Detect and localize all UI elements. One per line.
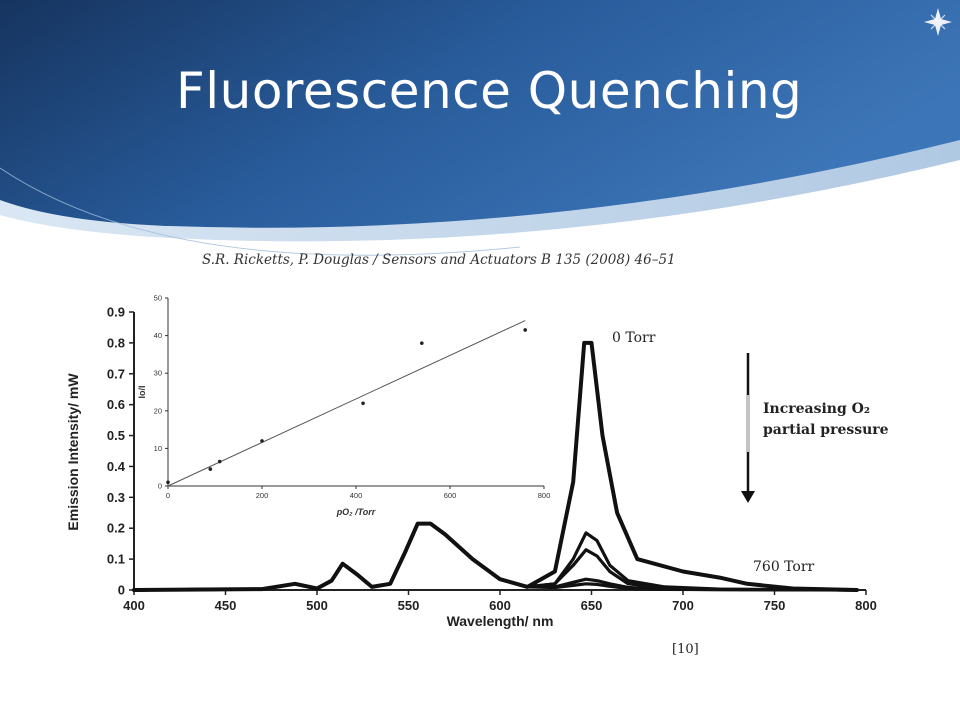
main-x-tick-label: 600: [489, 598, 511, 613]
arrow-label-line2: partial pressure: [763, 422, 889, 438]
main-y-tick-label: 0.8: [107, 335, 125, 350]
inset-y-tick-label: 50: [154, 294, 162, 303]
main-y-tick-label: 0.1: [107, 552, 125, 567]
star-logo: [924, 8, 952, 36]
main-y-tick-label: 0.7: [107, 366, 125, 381]
emission-series-line: [132, 522, 859, 592]
main-x-tick-label: 700: [672, 598, 694, 613]
main-x-tick-label: 650: [581, 598, 603, 613]
emission-series-line: [132, 522, 859, 592]
inset-y-tick-label: 20: [154, 406, 162, 415]
inset-y-tick-label: 0: [158, 482, 162, 491]
inset-x-tick-label: 400: [350, 491, 363, 500]
inset-y-axis-title: Io/I: [137, 386, 147, 399]
emission-series-line: [132, 522, 859, 592]
slide-title: Fluorescence Quenching: [176, 62, 803, 120]
main-x-tick-label: 750: [764, 598, 786, 613]
o2-pressure-arrow: [741, 353, 755, 503]
banner-main-shape: [0, 0, 960, 228]
main-y-axis-title: Emission Intensity/ mW: [65, 373, 81, 531]
inset-data-point: [523, 328, 527, 332]
inset-y-tick-label: 40: [154, 331, 162, 340]
header-banner: [0, 0, 960, 256]
inset-fit-line: [167, 320, 526, 487]
main-y-tick-label: 0.3: [107, 490, 125, 505]
main-x-tick-label: 450: [215, 598, 237, 613]
inset-background: [168, 298, 544, 486]
main-y-tick-label: 0.5: [107, 428, 125, 443]
inset-x-axis-title: pO₂ /Torr: [336, 507, 376, 517]
main-x-tick-label: 550: [398, 598, 420, 613]
main-y-tick-label: 0.6: [107, 397, 125, 412]
inset-y-tick-label: 10: [154, 444, 162, 453]
inset-x-tick-label: 200: [256, 491, 269, 500]
inset-data-point: [260, 439, 264, 443]
main-x-axis-title: Wavelength/ nm: [447, 613, 554, 629]
main-y-tick-label: 0.9: [107, 305, 125, 320]
inset-data-point: [208, 467, 213, 471]
inset-data-point: [361, 401, 365, 406]
main-x-tick-label: 800: [855, 598, 877, 613]
inset-data-point: [217, 459, 222, 464]
main-y-tick-label: 0.2: [107, 521, 125, 536]
main-x-tick-label: 400: [123, 598, 145, 613]
label-760-torr: 760 Torr: [753, 559, 815, 575]
reference-tag: [10]: [672, 642, 699, 657]
main-x-tick-label: 500: [306, 598, 328, 613]
stern-volmer-inset: 0 200 400 600 800 0 10 20 30 40 50 pO₂ /Torr Io/I: [137, 294, 550, 518]
inset-y-tick-label: 30: [154, 369, 162, 378]
main-emission-chart: 400 450 500 550 600 650 700 750 80000.10.20.30.4…: [65, 305, 889, 630]
inset-x-tick-label: 600: [444, 491, 457, 500]
main-y-tick-label: 0: [118, 583, 125, 598]
label-0-torr: 0 Torr: [612, 330, 656, 346]
arrow-label-line1: Increasing O₂: [763, 401, 870, 417]
inset-x-tick-label: 0: [166, 491, 170, 500]
journal-citation: S.R. Ricketts, P. Douglas / Sensors and …: [202, 252, 676, 268]
banner-thin-arc: [0, 167, 521, 256]
main-y-tick-label: 0.4: [107, 459, 126, 474]
inset-data-point: [166, 480, 170, 485]
inset-data-point: [420, 341, 424, 345]
emission-series-line: [132, 522, 859, 592]
inset-x-tick-label: 800: [538, 491, 551, 500]
